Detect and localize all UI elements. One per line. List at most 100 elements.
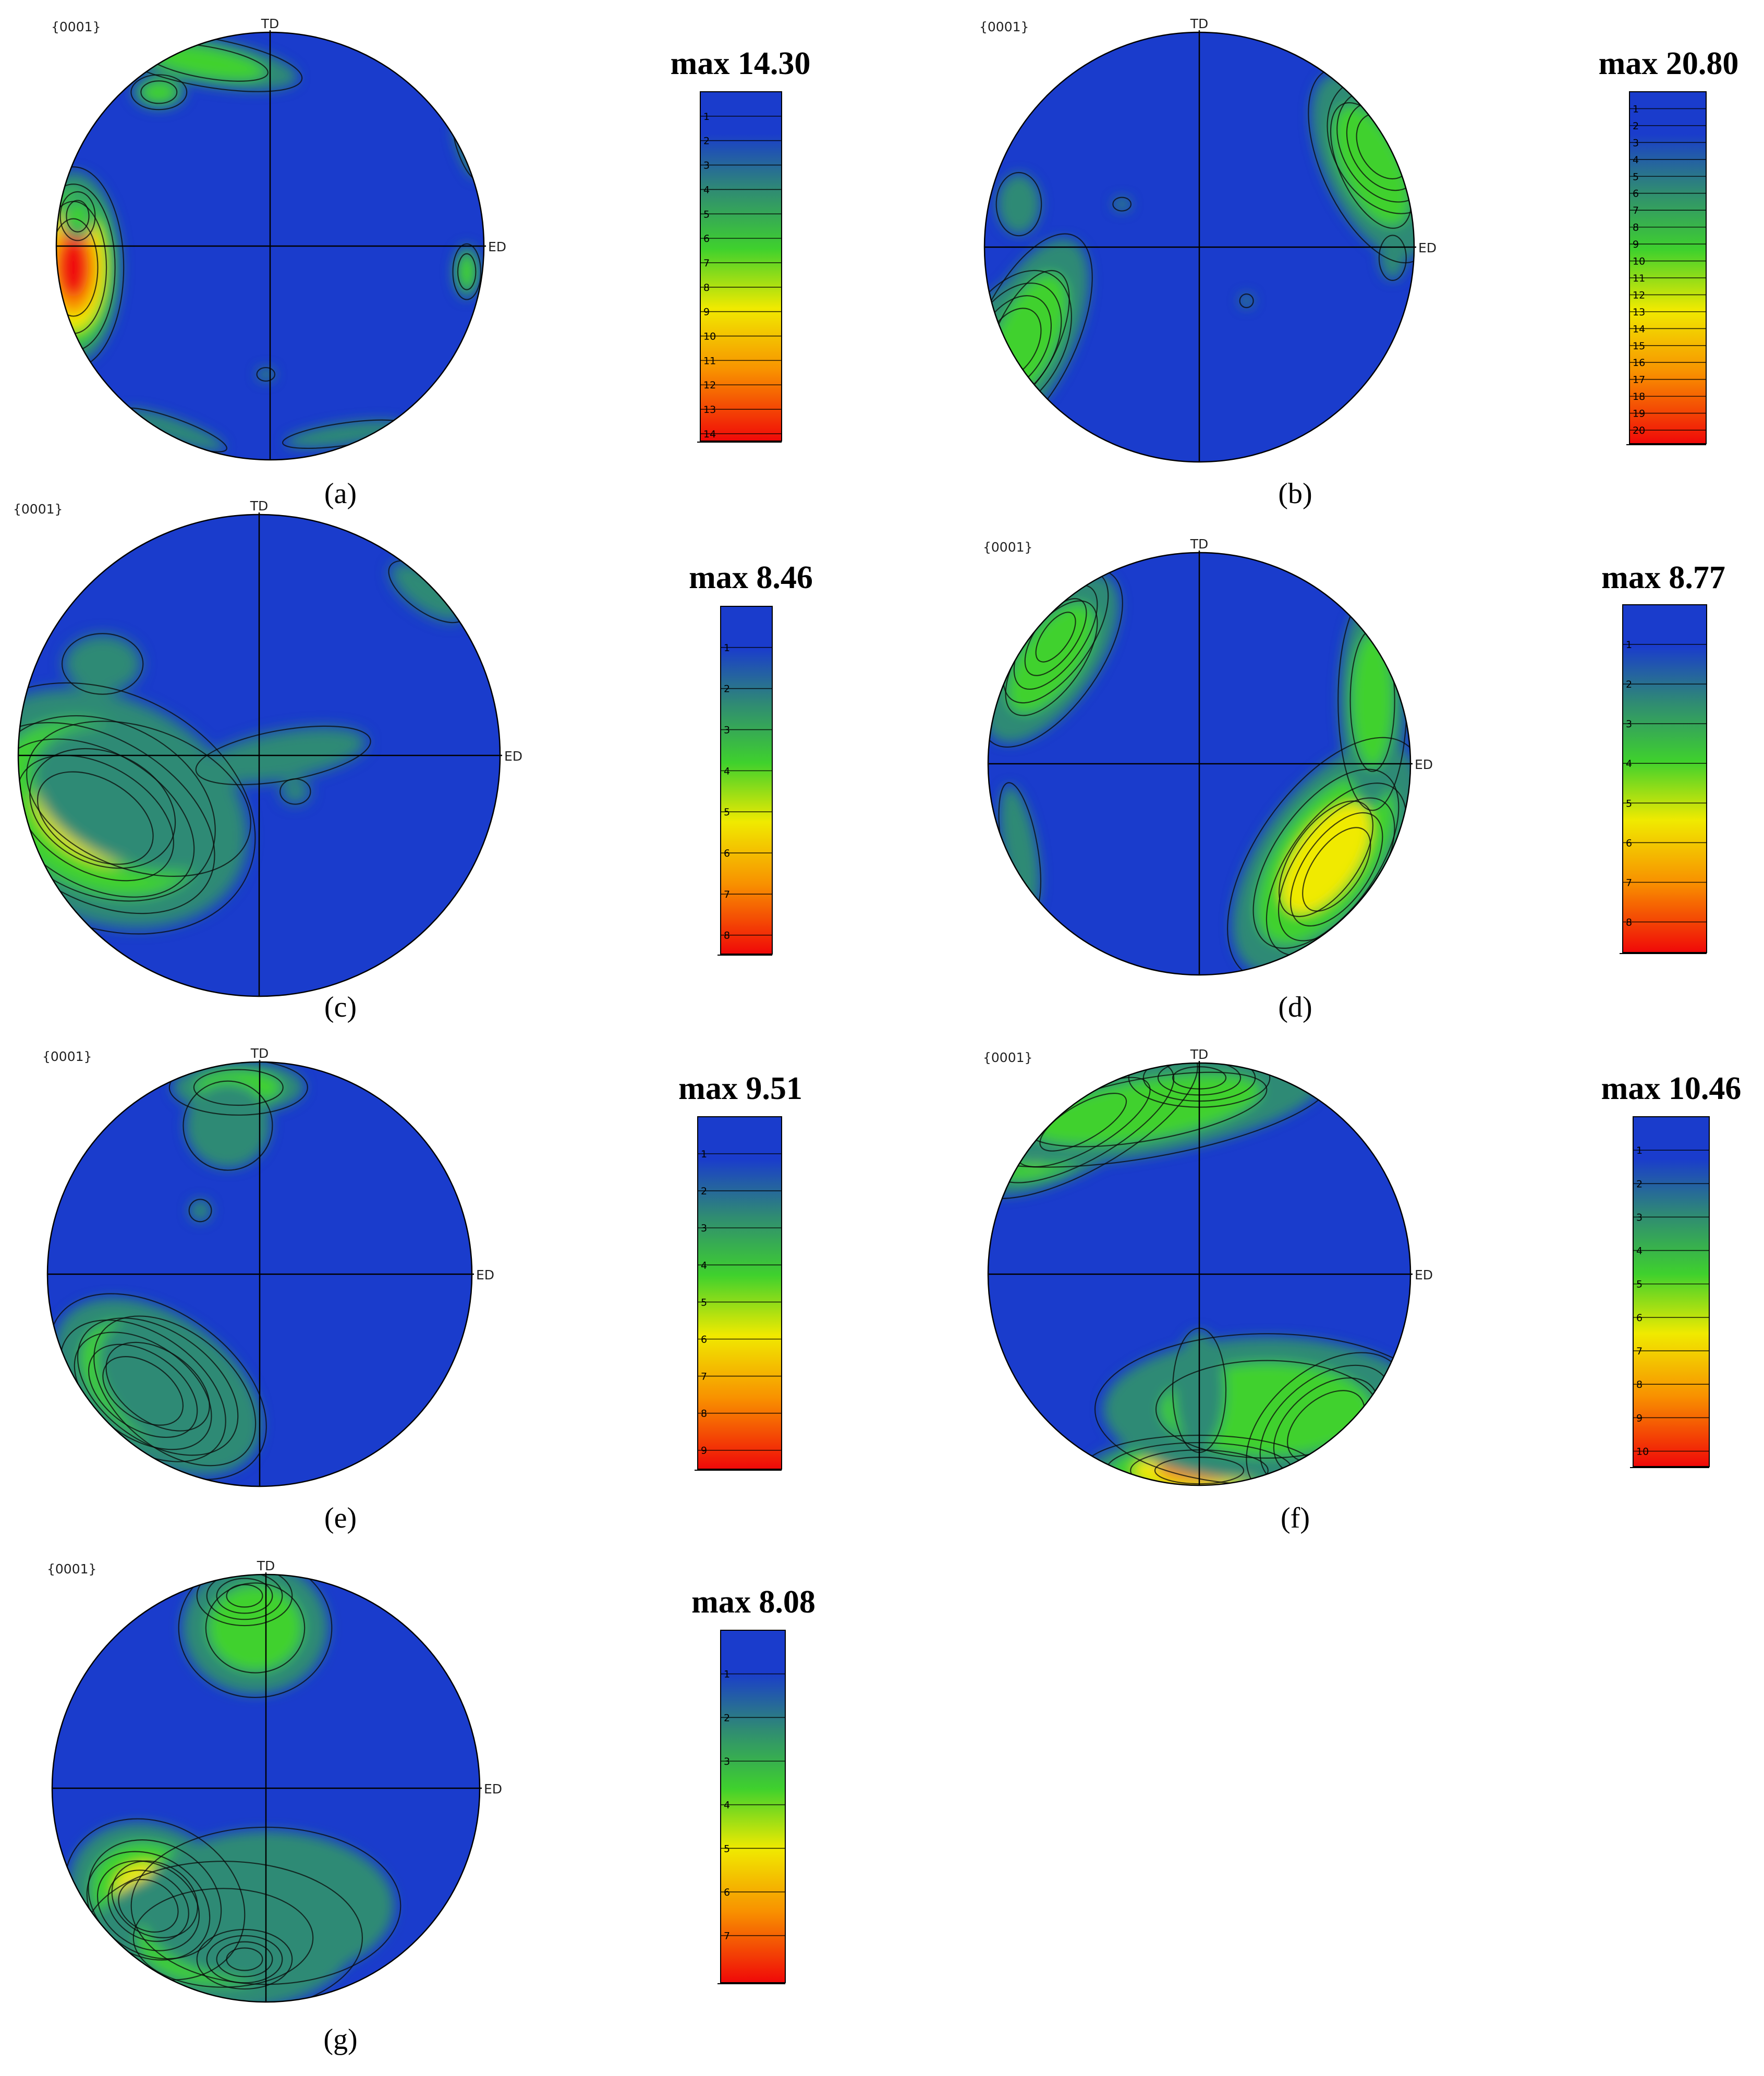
pole-figure-panel-d: {0001} TD ED max 8.77 1 2 3 4 5 6 7 8 (d) xyxy=(983,536,1725,1023)
legend-tick-label: 6 xyxy=(1636,1312,1643,1324)
legend-tick-label: 1 xyxy=(724,642,730,654)
legend-tick-label: 14 xyxy=(703,429,716,440)
legend-tick-label: 10 xyxy=(1633,256,1645,267)
contour-line-g-2-4 xyxy=(226,1947,263,1971)
pole-figure-panel-e: {0001} TD ED max 9.51 1 2 3 4 5 6 7 8 9 (e) xyxy=(42,1046,802,1534)
color-scale-bar xyxy=(697,1116,782,1470)
legend-tick-label: 8 xyxy=(703,282,710,294)
contour-line-c-1-2 xyxy=(18,715,216,902)
density-contour-d-5-1 xyxy=(1000,786,1040,911)
density-contour-b-5-1 xyxy=(997,174,1041,235)
plane-label: {0001} xyxy=(13,502,63,517)
legend-max-title: max 20.80 xyxy=(1599,46,1739,81)
contour-line-g-1-3 xyxy=(111,1860,199,1938)
contour-line-g-0-3 xyxy=(107,1870,189,1942)
contour-line-a-1-1 xyxy=(59,191,96,241)
density-contour-a-3-2 xyxy=(142,81,176,103)
legend-tick-label: 3 xyxy=(1636,1212,1643,1223)
legend-tick-label: 7 xyxy=(703,258,710,269)
color-scale-bar xyxy=(700,91,782,442)
pole-figure-density-map xyxy=(56,32,484,460)
density-contour-d-4-2 xyxy=(1351,632,1394,768)
legend-tick-label: 9 xyxy=(1633,239,1639,250)
legend-tick-label: 8 xyxy=(1633,222,1639,234)
legend-tick-label: 18 xyxy=(1633,391,1645,402)
legend-tick-label: 7 xyxy=(1633,205,1639,216)
contour-line-f-4-4 xyxy=(1039,1093,1127,1152)
contour-line-e-3-1 xyxy=(168,1062,308,1116)
contour-line-d-0-4 xyxy=(1302,827,1371,912)
panel-caption: (c) xyxy=(324,991,357,1023)
legend-tick-label: 15 xyxy=(1633,340,1645,352)
td-axis-label: TD xyxy=(1190,1047,1209,1062)
ed-axis-label: ED xyxy=(488,239,506,254)
legend-tick-label: 5 xyxy=(724,1843,730,1854)
pole-figure-density-map xyxy=(52,1574,480,2002)
contour-line-d-1-3 xyxy=(1278,800,1374,918)
contour-line-a-1-2 xyxy=(66,200,90,233)
color-scale-bar xyxy=(1629,91,1707,444)
legend-tick-label: 7 xyxy=(724,889,730,900)
panel-caption: (d) xyxy=(1278,991,1312,1023)
panel-caption: (a) xyxy=(324,478,357,510)
legend-tick-label: 6 xyxy=(701,1334,707,1345)
legend-tick-label: 2 xyxy=(1636,1178,1643,1190)
pole-figure-density-map xyxy=(988,553,1410,975)
legend-tick-label: 3 xyxy=(701,1223,707,1234)
legend-tick-label: 2 xyxy=(1626,679,1632,690)
legend-tick-label: 7 xyxy=(724,1931,730,1942)
density-contour-e-5-1 xyxy=(189,1200,211,1222)
td-axis-label: TD xyxy=(257,1558,275,1573)
legend-max-title: max 8.08 xyxy=(691,1584,816,1620)
legend-tick-label: 3 xyxy=(1633,137,1639,149)
td-axis-label: TD xyxy=(261,16,279,31)
panel-caption: (g) xyxy=(323,2023,357,2056)
legend-tick-label: 7 xyxy=(701,1371,707,1383)
legend-max-title: max 8.77 xyxy=(1601,560,1725,595)
contour-line-a-0-4 xyxy=(56,218,99,317)
legend-tick-label: 7 xyxy=(1636,1346,1643,1357)
legend-tick-label: 12 xyxy=(703,380,716,391)
contour-line-a-3-1 xyxy=(130,74,188,111)
contour-line-g-4-2 xyxy=(206,1574,283,1620)
legend-tick-label: 4 xyxy=(724,765,730,777)
contour-line-c-0-4 xyxy=(37,771,154,865)
legend-tick-label: 2 xyxy=(724,1712,730,1724)
panel-caption: (b) xyxy=(1278,478,1312,510)
legend-tick-label: 3 xyxy=(1626,718,1632,730)
ed-axis-label: ED xyxy=(1415,757,1433,772)
contour-line-c-0-2 xyxy=(18,738,195,898)
legend-tick-label: 1 xyxy=(703,111,710,123)
contour-line-b-3-1 xyxy=(984,233,1093,442)
density-contour-a-0-5 xyxy=(58,237,89,298)
legend-tick-label: 5 xyxy=(703,209,710,220)
td-axis-label: TD xyxy=(1190,16,1209,31)
contour-line-a-4-1 xyxy=(452,243,481,300)
plane-label: {0001} xyxy=(979,19,1029,34)
legend-tick-label: 13 xyxy=(703,404,716,416)
td-axis-label: TD xyxy=(250,498,269,514)
contour-line-c-2-1 xyxy=(26,721,251,877)
contour-line-g-4-3 xyxy=(216,1578,273,1614)
legend-max-title: max 14.30 xyxy=(671,46,811,81)
legend-tick-label: 3 xyxy=(724,1756,730,1767)
contour-line-g-2-1 xyxy=(196,1928,293,1990)
contour-line-g-0-2 xyxy=(96,1860,200,1951)
legend-tick-label: 5 xyxy=(724,807,730,818)
contour-line-g-1-2 xyxy=(88,1839,222,1960)
pole-figure-panel-f: {0001} TD ED max 10.46 1 2 3 4 5 6 7 8 9 10 (f) xyxy=(983,1047,1741,1534)
contour-line-c-6-1 xyxy=(279,778,311,805)
density-contour-b-7-1 xyxy=(1240,294,1253,308)
contour-line-g-4-1 xyxy=(196,1574,293,1627)
contour-line-a-8-1 xyxy=(256,367,276,382)
density-contour-b-1-2 xyxy=(1332,105,1410,226)
legend-tick-label: 2 xyxy=(701,1186,707,1197)
legend-tick-label: 3 xyxy=(703,160,710,172)
ed-axis-label: ED xyxy=(504,749,522,764)
density-contour-c-6-1 xyxy=(281,779,310,804)
legend-tick-label: 8 xyxy=(1636,1379,1643,1390)
contour-line-g-5-1 xyxy=(178,1574,333,1699)
